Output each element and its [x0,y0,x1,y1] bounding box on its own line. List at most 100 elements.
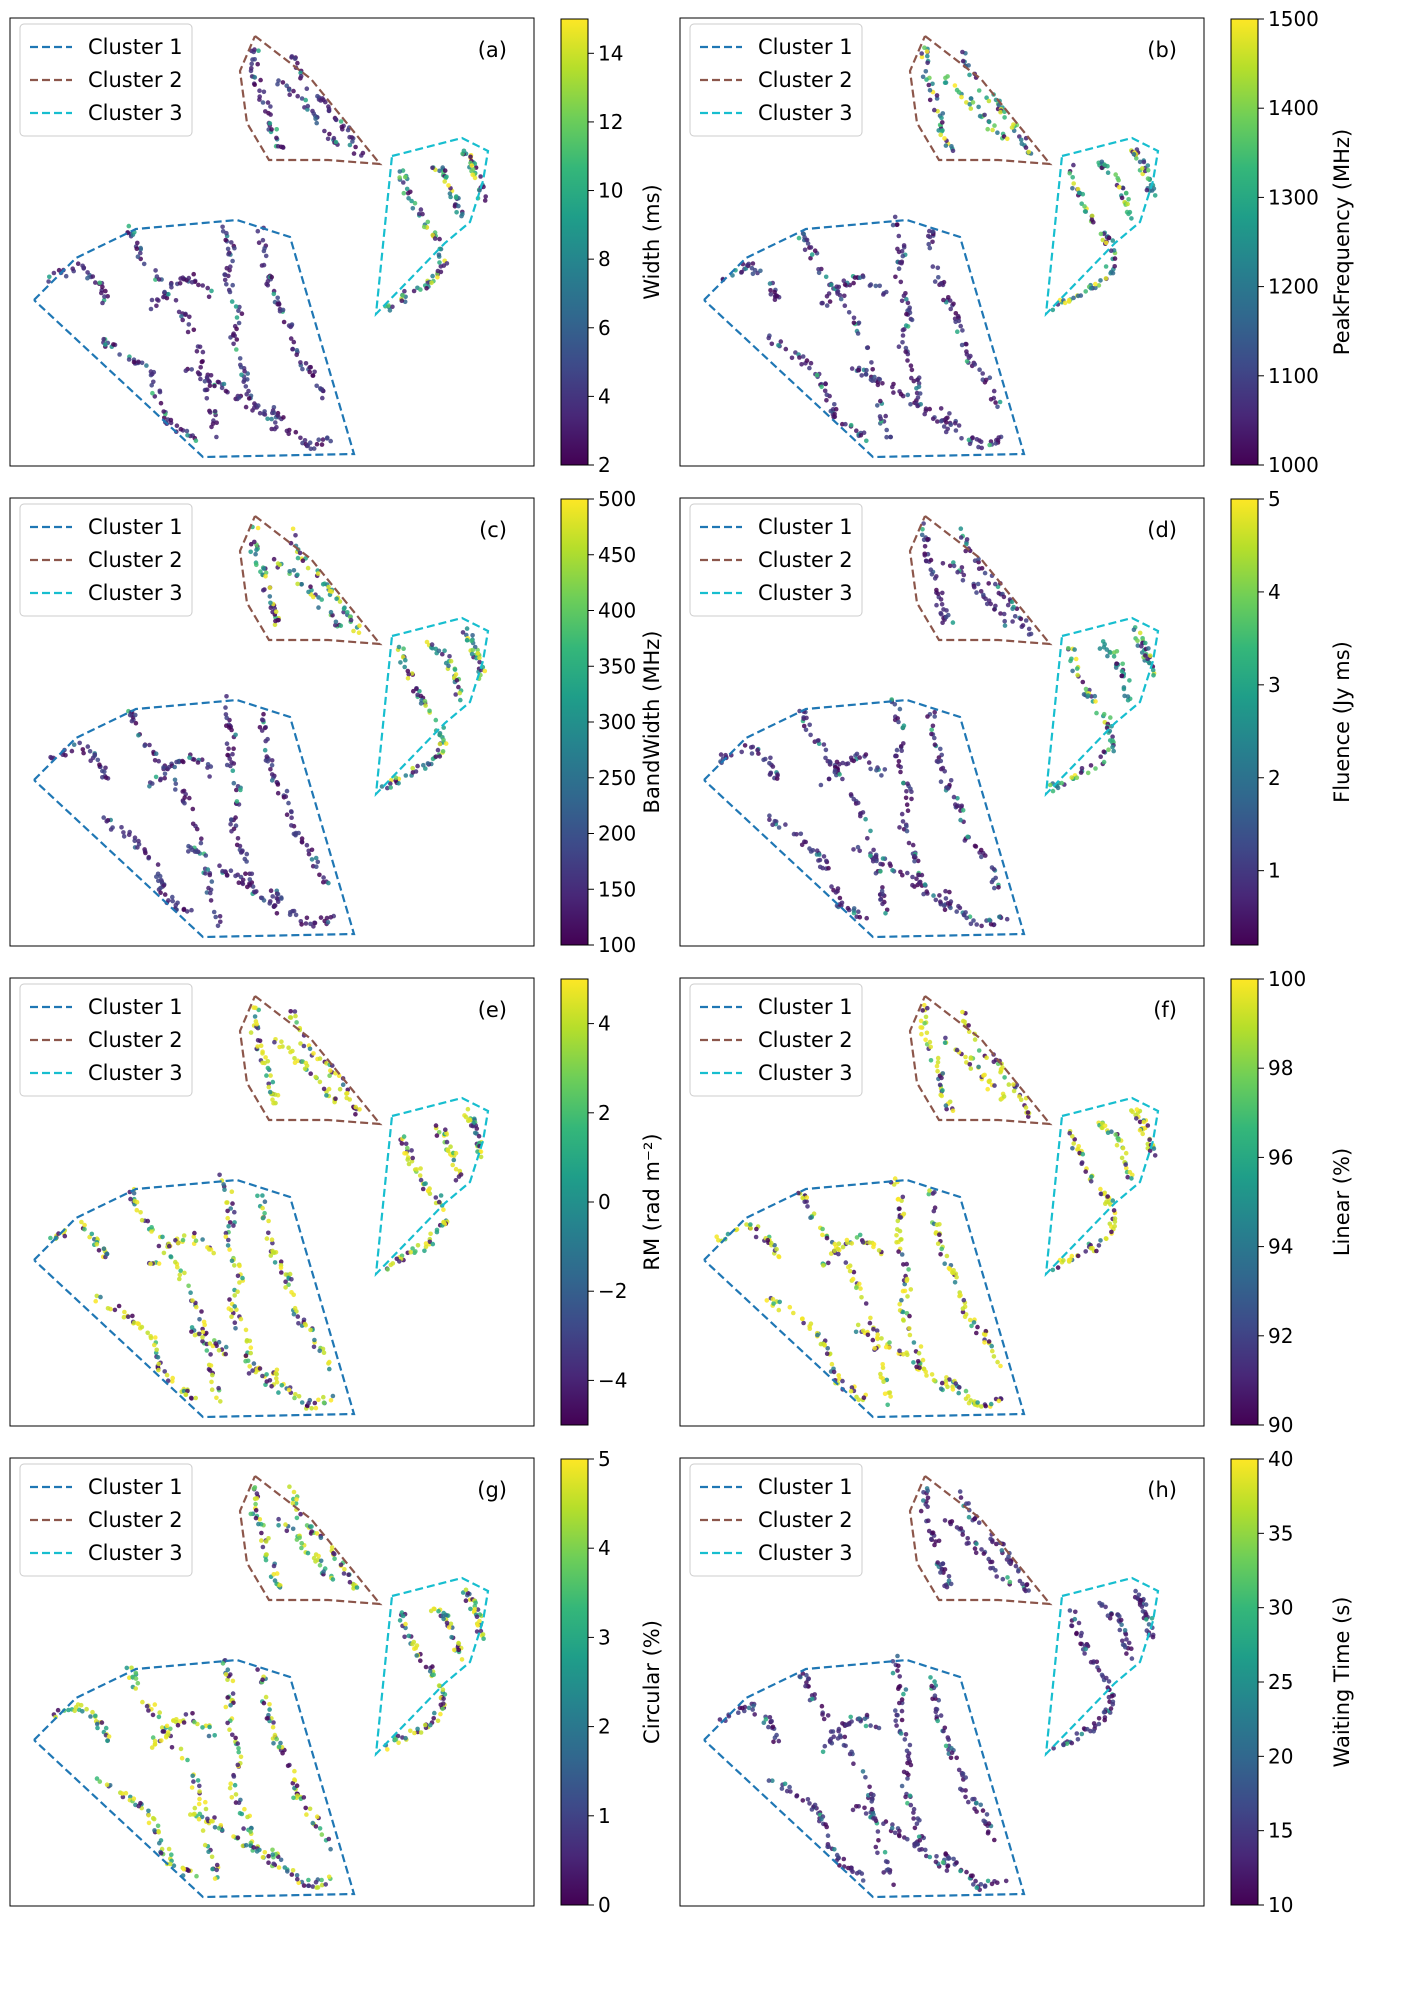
scatter-points [717,1486,1156,1893]
legend-label-cluster-1: Cluster 1 [88,35,183,59]
scatter-point [898,391,904,397]
scatter-point [401,646,406,651]
scatter-point [189,367,194,372]
scatter-point [972,362,978,367]
scatter-point [303,921,309,926]
scatter-point [233,732,238,738]
scatter-point [345,127,351,133]
scatter-point [893,1718,898,1723]
scatter-point [826,776,832,782]
scatter-point [263,253,269,259]
scatter-point [919,54,925,60]
scatter-point [1098,1191,1104,1197]
scatter-point [840,760,846,766]
scatter-point [70,266,75,271]
scatter-point [862,1716,868,1722]
colorbar-bar [1230,978,1259,1426]
scatter-point [287,1271,293,1277]
scatter-point [979,445,984,451]
scatter-point [995,404,1000,410]
scatter-point [1110,270,1116,276]
scatter-point [827,299,833,304]
scatter-point [863,1301,869,1306]
scatter-point [932,735,937,741]
scatter-point [920,527,925,532]
scatter-point [1070,186,1075,191]
scatter-point [168,1254,173,1259]
scatter-point [942,1583,947,1589]
scatter-point [873,870,879,876]
scatter-point [1059,780,1064,786]
scatter-point [955,569,960,575]
scatter-point [1137,1119,1143,1125]
scatter-point [1126,197,1131,202]
scatter-point [233,1735,238,1741]
scatter-point [910,882,915,888]
scatter-point [967,1317,973,1323]
scatter-point [925,714,930,719]
scatter-point [776,343,781,348]
scatter-point [964,541,969,547]
scatter-point [940,1088,945,1093]
scatter-point [442,179,448,184]
scatter-point [403,657,408,663]
scatter-point [956,1767,962,1773]
scatter-point [1096,1716,1102,1721]
scatter-point [190,1711,195,1716]
scatter-point [90,1709,95,1715]
scatter-point [909,317,915,323]
scatter-point [408,1249,414,1255]
scatter-point [281,319,287,325]
scatter-point [804,358,810,363]
panel-label: (d) [1147,518,1177,542]
scatter-point [930,239,935,245]
scatter-point [279,1270,284,1275]
scatter-point [311,1051,316,1056]
scatter-point [230,751,235,757]
scatter-point [196,1816,202,1822]
scatter-point [217,863,222,868]
scatter-point [224,872,230,878]
scatter-point [307,440,313,446]
scatter-point [825,1833,831,1838]
scatter-point [983,1403,988,1409]
scatter-point [327,1359,332,1365]
scatter-point [220,1661,226,1666]
scatter-point [153,751,159,756]
scatter-point [337,1086,343,1092]
scatter-point [1123,1162,1128,1167]
scatter-point [326,880,331,886]
scatter-point [816,858,821,863]
scatter-point [173,781,179,786]
scatter-point [448,658,454,664]
scatter-point [871,1244,876,1250]
scatter-point [905,808,911,813]
colorbar-tick-label: 100 [1268,967,1306,991]
scatter-point [393,1737,399,1742]
scatter-point [294,352,300,358]
scatter-point [134,1207,140,1213]
scatter-point [464,626,470,631]
scatter-point [862,1805,867,1811]
scatter-point [192,1811,197,1817]
scatter-point [264,1716,270,1721]
scatter-point [415,763,420,769]
scatter-point [951,1268,956,1273]
scatter-point [905,1294,910,1299]
scatter-point [244,392,249,397]
scatter-point [69,748,75,754]
scatter-point [860,1328,866,1334]
scatter-point [168,417,174,423]
scatter-point [328,1398,334,1403]
cluster-2-hull [238,995,383,1126]
scatter-point [263,1552,269,1557]
scatter-point [857,755,862,760]
scatter-point [260,237,266,243]
scatter-point [191,271,196,277]
scatter-point [236,1800,242,1805]
scatter-point [847,1268,853,1274]
scatter-point [63,273,69,279]
scatter-point [1011,1082,1016,1087]
scatter-point [460,630,466,635]
